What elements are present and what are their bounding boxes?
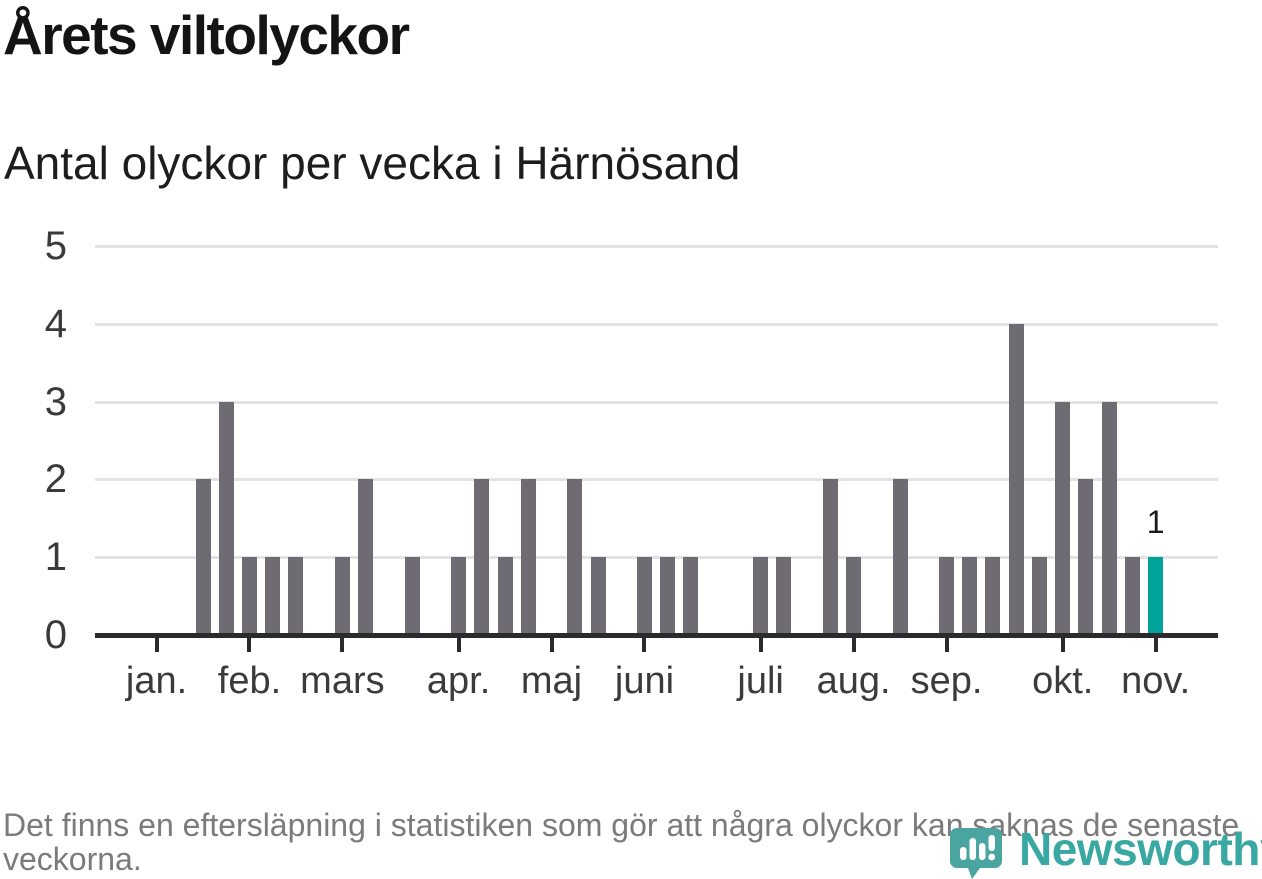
- gridline-2: [95, 478, 1218, 482]
- gridline-4: [95, 322, 1218, 326]
- bar-week-25: [683, 557, 699, 635]
- bar-week-37: [962, 557, 978, 635]
- gridline-3: [95, 400, 1218, 404]
- month-tick-nov: [1153, 638, 1158, 652]
- y-axis-label-5: 5: [44, 224, 67, 268]
- bar-week-21: [590, 557, 606, 635]
- bar-week-29: [776, 557, 792, 635]
- month-tick-okt: [1060, 638, 1065, 652]
- month-tick-aug: [851, 638, 856, 652]
- bar-week-24: [660, 557, 676, 635]
- y-axis-label-0: 0: [44, 613, 67, 657]
- x-axis-label-juni: juni: [614, 660, 675, 702]
- x-axis-label-aug: aug.: [816, 660, 891, 702]
- bar-week-15: [451, 557, 467, 635]
- x-axis-label-juli: juli: [737, 660, 784, 702]
- bar-week-31: [822, 479, 838, 635]
- month-tick-jan: [154, 638, 159, 652]
- bar-week-41: [1055, 401, 1071, 635]
- gridline-5: [95, 245, 1218, 248]
- month-tick-apr: [456, 638, 461, 652]
- bar-week-28: [753, 557, 769, 635]
- bar-week-10: [334, 557, 350, 635]
- month-tick-mars: [340, 638, 345, 652]
- chart-subtitle: Antal olyckor per vecka i Härnösand: [4, 137, 741, 189]
- month-tick-maj: [549, 638, 554, 652]
- bar-week-18: [520, 479, 536, 635]
- x-axis-label-nov: nov.: [1121, 660, 1191, 702]
- bar-week-7: [265, 557, 281, 635]
- month-tick-sep: [944, 638, 949, 652]
- bar-week-13: [404, 557, 420, 635]
- bar-week-20: [567, 479, 583, 635]
- bar-week-45-highlight: [1148, 557, 1164, 635]
- x-axis-label-sep: sep.: [910, 660, 983, 702]
- bar-week-43: [1101, 401, 1117, 635]
- bar-week-16: [474, 479, 490, 635]
- x-axis-label-jan: jan.: [125, 660, 188, 702]
- bar-week-11: [358, 479, 374, 635]
- bar-week-23: [636, 557, 652, 635]
- month-tick-feb: [247, 638, 252, 652]
- bar-week-8: [288, 557, 304, 635]
- bar-week-44: [1124, 557, 1140, 635]
- bar-week-38: [985, 557, 1001, 635]
- x-axis-label-maj: maj: [520, 660, 583, 702]
- bar-week-40: [1031, 557, 1047, 635]
- newsworthy-logo: Newsworthy: [949, 823, 1262, 879]
- x-axis-line: [95, 633, 1218, 638]
- x-axis-label-okt: okt.: [1032, 660, 1094, 702]
- y-axis-label-3: 3: [44, 379, 67, 424]
- y-axis-label-2: 2: [44, 457, 67, 502]
- bar-week-34: [892, 479, 908, 635]
- bar-value-label: 1: [1146, 504, 1165, 541]
- x-axis-label-mars: mars: [300, 660, 385, 702]
- bar-week-4: [195, 479, 211, 635]
- month-tick-juni: [642, 638, 647, 652]
- newsworthy-logo-text: Newsworthy: [1019, 823, 1262, 875]
- bar-week-17: [497, 557, 513, 635]
- bar-week-5: [218, 401, 234, 635]
- footer-note: Det finns en eftersläpning i statistiken…: [3, 807, 1240, 877]
- bar-week-42: [1078, 479, 1094, 635]
- x-axis-label-feb: feb.: [217, 660, 282, 702]
- bar-week-36: [939, 557, 955, 635]
- newsworthy-pin-icon: [950, 828, 1002, 879]
- gridline-1: [95, 556, 1218, 560]
- y-axis-label-4: 4: [44, 301, 67, 346]
- bar-week-39: [1008, 323, 1024, 635]
- page-title: Årets viltolyckor: [3, 4, 410, 66]
- bar-week-6: [241, 557, 257, 635]
- x-axis-label-apr: apr.: [426, 660, 491, 702]
- y-axis-label-1: 1: [44, 535, 67, 580]
- month-tick-juli: [758, 638, 763, 652]
- bar-week-32: [846, 557, 862, 635]
